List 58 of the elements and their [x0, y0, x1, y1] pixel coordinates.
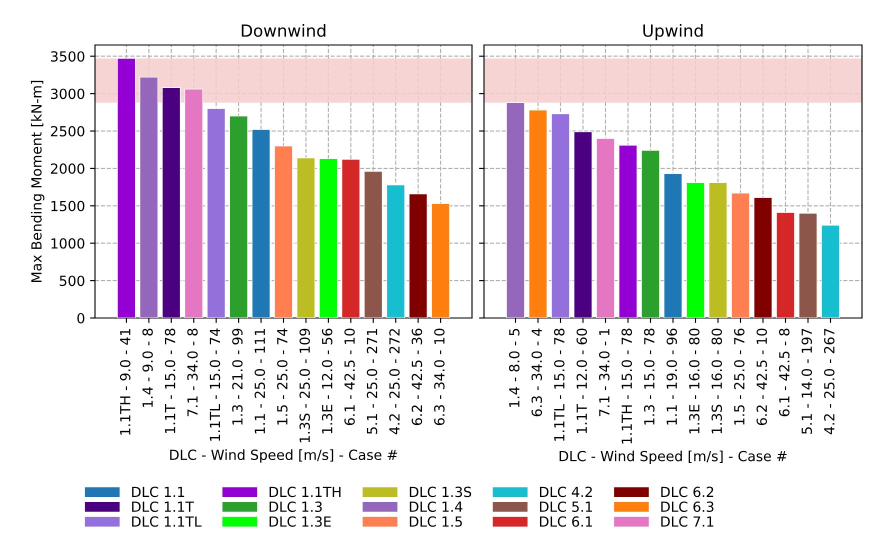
legend-label: DLC 1.3 — [270, 501, 322, 512]
chart-title: Upwind — [643, 24, 703, 40]
y-tick-label: 500 — [60, 276, 84, 286]
x-tick-label: 1.1TL - 15.0 - 74 — [210, 328, 220, 441]
x-tick-label: 5.1 - 25.0 - 271 — [366, 329, 378, 434]
legend-label: DLC 7.1 — [661, 516, 714, 527]
x-tick-label: 1.3 - 15.0 - 78 — [644, 328, 655, 425]
x-tick-label: 1.3E - 16.0 - 80 — [689, 328, 700, 434]
x-tick-label: 1.3 - 21.0 - 99 — [232, 328, 243, 425]
legend-label: DLC 6.3 — [661, 501, 714, 512]
x-tick-label: 1.5 - 25.0 - 74 — [277, 328, 288, 425]
legend-label: DLC 1.3E — [270, 516, 331, 527]
x-tick-label: 1.1TH - 15.0 - 78 — [622, 328, 632, 444]
x-axis-title: DLC - Wind Speed [m/s] - Case # — [170, 449, 398, 463]
x-axis-title: DLC - Wind Speed [m/s] - Case # — [560, 450, 787, 464]
x-tick-label: 1.3E - 12.0 - 56 — [322, 328, 332, 434]
x-tick-label: 6.2 - 42.5 - 10 — [756, 328, 768, 426]
legend-label: DLC 6.1 — [540, 516, 592, 527]
x-tick-label: 1.1T - 15.0 - 78 — [164, 328, 176, 434]
x-tick-label: 1.4 - 9.0 - 8 — [142, 328, 153, 407]
y-tick-label: 1000 — [51, 238, 84, 249]
y-tick-label: 2000 — [50, 163, 84, 174]
legend-label: DLC 1.5 — [410, 516, 462, 527]
legend-label: DLC 4.2 — [540, 486, 592, 498]
y-tick-label: 2500 — [50, 126, 84, 136]
x-tick-label: 1.1T - 12.0 - 60 — [576, 328, 588, 434]
y-tick-label: 1500 — [51, 200, 84, 212]
x-tick-label: 7.1 - 34.0 - 8 — [187, 328, 198, 416]
x-tick-label: 7.1 - 34.0 - 1 — [599, 329, 610, 416]
x-tick-label: 1.5 - 25.0 - 76 — [734, 328, 745, 425]
y-tick-label: 3500 — [50, 51, 84, 62]
legend-label: DLC 1.4 — [410, 501, 462, 512]
x-tick-label: 5.1 - 14.0 - 197 — [802, 328, 812, 434]
x-tick-label: 1.1 - 25.0 - 111 — [254, 329, 266, 434]
legend-label: DLC 1.1T — [132, 501, 194, 512]
x-tick-label: 6.1 - 42.5 - 8 — [779, 328, 790, 416]
x-tick-label: 1.1TL - 15.0 - 78 — [554, 328, 565, 441]
x-tick-label: 6.3 - 34.0 - 4 — [532, 328, 542, 416]
y-axis-title: Max Bending Moment [kN-m] — [30, 80, 44, 282]
chart-title: Downwind — [242, 24, 326, 37]
x-tick-label: 1.3S - 16.0 - 80 — [712, 328, 722, 434]
y-tick-label: 3000 — [50, 88, 84, 100]
x-tick-label: 6.1 - 42.5 - 10 — [344, 328, 355, 426]
x-tick-label: 6.2 - 42.5 - 36 — [412, 328, 422, 426]
legend-label: DLC 6.2 — [661, 486, 714, 498]
x-tick-label: 1.3S - 25.0 - 109 — [299, 328, 310, 442]
legend-label: DLC 1.1TH — [270, 486, 340, 498]
x-tick-label: 4.2 - 25.0 - 272 — [389, 329, 400, 434]
legend-label: DLC 1.1TL — [132, 516, 202, 527]
x-tick-label: 1.1 - 19.0 - 96 — [666, 328, 678, 425]
x-tick-label: 1.4 - 8.0 - 5 — [509, 328, 520, 407]
x-tick-label: 4.2 - 25.0 - 267 — [824, 328, 835, 434]
y-tick-label: 0 — [77, 312, 84, 324]
legend-label: DLC 1.3S — [410, 486, 472, 498]
x-tick-label: 6.3 - 34.0 - 10 — [434, 328, 445, 426]
legend-label: DLC 1.1 — [132, 486, 184, 498]
legend-label: DLC 5.1 — [540, 501, 592, 512]
x-tick-label: 1.1TH - 9.0 - 41 — [120, 329, 130, 435]
